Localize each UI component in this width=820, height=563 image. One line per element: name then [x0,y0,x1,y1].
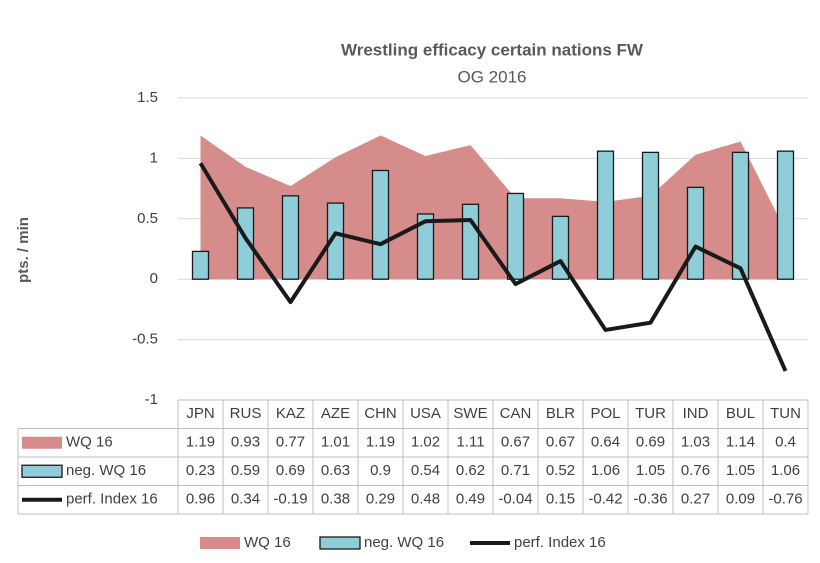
table-cell: 0.69 [276,462,305,479]
legend-label: neg. WQ 16 [364,534,444,551]
x-tick-label: AZE [321,405,350,422]
table-cell: -0.76 [768,491,802,508]
table-series-name: perf. Index 16 [66,491,158,508]
x-tick-label: TUN [770,405,801,422]
table-cell: 0.96 [186,491,215,508]
table-legend-key [22,436,62,449]
x-tick-label: USA [410,405,441,422]
chart-subtitle: OG 2016 [458,67,527,86]
y-tick-label: 1.5 [137,89,158,106]
table-cell: 1.19 [366,434,395,451]
table-cell: 0.62 [456,462,485,479]
table-cell: 1.11 [456,434,484,451]
table-cell: -0.42 [588,491,622,508]
table-cell: 1.19 [186,434,215,451]
bar [461,203,480,280]
bar [641,151,660,280]
table-cell: 0.9 [370,462,391,479]
table-cell: 0.63 [321,462,350,479]
table-cell: 0.29 [366,491,395,508]
table-cell: 0.77 [276,434,305,451]
y-tick-label: 0 [150,270,158,287]
table-cell: -0.04 [498,491,532,508]
line [198,162,788,372]
table-cell: 0.34 [231,491,260,508]
table-cell: 0.93 [231,434,260,451]
bar [596,150,615,280]
legend-label: WQ 16 [244,534,291,551]
y-tick-label: 0.5 [137,210,158,227]
area [200,135,786,280]
y-axis-label: pts. / min [15,217,32,283]
table-cell: 0.59 [231,462,260,479]
table-series-name: neg. WQ 16 [66,462,146,479]
table-cell: 0.48 [411,491,440,508]
x-tick-label: SWE [453,405,487,422]
table-cell: 1.06 [591,462,620,479]
chart-title: Wrestling efficacy certain nations FW [341,40,644,59]
legend-key [319,536,361,550]
bar [191,250,210,280]
y-tick-label: -0.5 [132,331,158,348]
bar [236,207,255,280]
table-cell: 0.52 [546,462,575,479]
bar [326,202,345,280]
table-cell: 0.49 [456,491,485,508]
bar [776,150,795,280]
table-cell: 0.27 [681,491,710,508]
legend-label: perf. Index 16 [514,534,606,551]
bar [506,192,525,280]
table-cell: 0.69 [636,434,665,451]
bar [281,195,300,280]
table-cell: 0.54 [411,462,440,479]
table-legend-key [21,464,63,478]
table-cell: -0.36 [633,491,667,508]
table-cell: 0.38 [321,491,350,508]
table-cell: 1.05 [636,462,665,479]
table-cell: 1.14 [726,434,755,451]
legend-key [200,537,240,549]
table-cell: 0.76 [681,462,710,479]
table-cell: 0.64 [591,434,620,451]
table-cell: 0.09 [726,491,755,508]
table-cell: 0.15 [546,491,575,508]
x-tick-label: KAZ [276,405,305,422]
table-cell: 1.05 [726,462,755,479]
bar [371,169,390,280]
table-cell: 0.23 [186,462,215,479]
x-tick-label: POL [590,405,620,422]
table-cell: 0.4 [775,434,796,451]
table-cell: 1.06 [771,462,800,479]
x-tick-label: CHN [364,405,397,422]
x-tick-label: BUL [726,405,755,422]
y-tick-label: 1 [150,149,158,166]
bar [686,186,705,280]
x-tick-label: TUR [635,405,666,422]
table-cell: 0.71 [501,462,530,479]
table-cell: 0.67 [501,434,530,451]
table-cell: 1.03 [681,434,710,451]
table-cell: -0.19 [273,491,307,508]
table-cell: 1.02 [411,434,440,451]
x-tick-label: BLR [546,405,575,422]
table-series-name: WQ 16 [66,434,113,451]
table-cell: 1.01 [321,434,350,451]
x-tick-label: RUS [230,405,262,422]
table-cell: 0.67 [546,434,575,451]
bar [416,213,435,280]
x-tick-label: CAN [500,405,532,422]
x-tick-label: JPN [186,405,214,422]
y-tick-label: -1 [145,391,158,408]
x-tick-label: IND [683,405,709,422]
bar [731,151,750,280]
